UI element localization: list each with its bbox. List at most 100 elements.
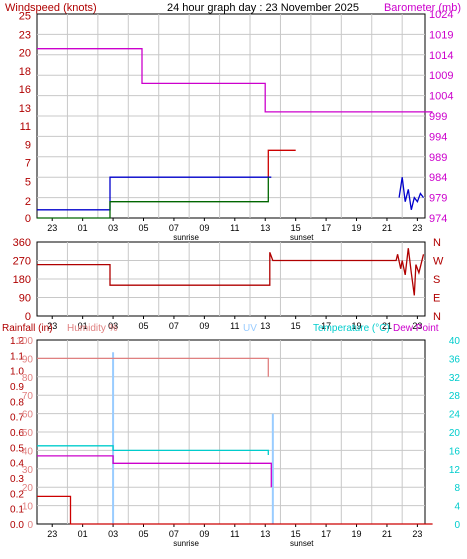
barometer-tick-label: 999 — [429, 111, 447, 123]
temperature-tick-label: 24 — [449, 410, 461, 421]
x-tick-label: 23 — [47, 321, 57, 331]
windspeed-tick-label: 20 — [19, 47, 31, 59]
barometer-tick-label: 979 — [429, 193, 447, 205]
barometer-tick-label: 974 — [429, 213, 447, 225]
rainfall-tick-label: 1.0 — [10, 367, 24, 378]
humidity-tick-label: 30 — [22, 465, 34, 476]
x-tick-label: 09 — [199, 529, 209, 539]
barometer-tick-label: 994 — [429, 131, 447, 143]
windspeed-tick-label: 16 — [19, 84, 31, 96]
temperature-tick-label: 4 — [454, 502, 460, 513]
rainfall-tick-label: 1.2 — [10, 336, 24, 347]
humidity-tick-label: 80 — [22, 373, 34, 384]
x-tick-label: 15 — [291, 321, 301, 331]
barometer-tick-label: 1014 — [429, 50, 453, 62]
x-tick-label: 21 — [382, 529, 392, 539]
x-tick-label: 23 — [412, 223, 422, 233]
x-tick-label: 23 — [47, 223, 57, 233]
temperature-tick-label: 36 — [449, 354, 461, 365]
barometer-tick-label: 1009 — [429, 70, 453, 82]
sunset-label: sunset — [290, 233, 314, 242]
windspeed-tick-label: 0 — [25, 213, 31, 225]
x-tick-label: 11 — [230, 223, 239, 233]
x-tick-label: 01 — [78, 223, 88, 233]
series-wind_blue — [37, 176, 272, 211]
direction-compass-label: W — [433, 256, 444, 268]
x-tick-label: 05 — [139, 223, 149, 233]
windspeed-tick-label: 18 — [19, 66, 31, 78]
barometer-tick-label: 989 — [429, 152, 447, 164]
temperature-tick-label: 20 — [449, 428, 461, 439]
windspeed-tick-label: 5 — [25, 176, 31, 188]
rainfall-tick-label: 0.2 — [10, 489, 24, 500]
x-tick-label: 01 — [78, 321, 88, 331]
windspeed-axis-title: Windspeed (knots) — [5, 2, 97, 14]
rainfall-tick-label: 0.8 — [10, 397, 24, 408]
direction-degree-label: 360 — [13, 237, 31, 249]
temperature-tick-label: 32 — [449, 373, 461, 384]
direction-degree-label: 180 — [13, 274, 31, 286]
direction-compass-label: S — [433, 274, 440, 286]
temperature-axis-title: Temperature (°C) — [313, 323, 390, 334]
barometer-axis-title: Barometer (mb) — [384, 2, 461, 14]
x-tick-label: 17 — [321, 321, 331, 331]
x-tick-label: 07 — [169, 321, 179, 331]
x-tick-label: 21 — [382, 223, 392, 233]
series-wind_gust — [267, 149, 296, 178]
temperature-tick-label: 8 — [454, 483, 460, 494]
series-barometer — [37, 48, 433, 113]
temperature-tick-label: 0 — [454, 520, 460, 531]
rainfall-tick-label: 0.6 — [10, 428, 24, 439]
barometer-tick-label: 1019 — [429, 29, 453, 41]
direction-degree-label: 0 — [25, 311, 31, 323]
windspeed-tick-label: 7 — [25, 158, 31, 170]
humidity-tick-label: 70 — [22, 391, 34, 402]
windspeed-tick-label: 25 — [19, 11, 31, 23]
x-tick-label: 13 — [260, 223, 270, 233]
graph-title: 24 hour graph day : 23 November 2025 — [167, 2, 359, 14]
windspeed-tick-label: 13 — [19, 103, 31, 115]
rainfall-tick-label: 0.0 — [10, 520, 24, 531]
humidity-tick-label: 90 — [22, 354, 34, 365]
rainfall-tick-label: 0.7 — [10, 413, 24, 424]
uv-axis-title: UV — [243, 323, 257, 334]
barometer-tick-label: 1024 — [429, 9, 453, 21]
windspeed-tick-label: 9 — [25, 140, 31, 152]
x-tick-label: 13 — [260, 321, 270, 331]
temperature-tick-label: 28 — [449, 391, 461, 402]
wind-barometer-panel: 23 01 03 05 07 09 11 13 15 17 19 21 2302579111316182… — [19, 9, 454, 242]
series-dew_point — [37, 455, 272, 488]
x-tick-label: 15 — [291, 529, 301, 539]
temperature-tick-label: 12 — [449, 465, 461, 476]
series-humidity — [37, 357, 269, 377]
x-tick-label: 07 — [169, 223, 179, 233]
x-tick-label: 11 — [230, 529, 239, 539]
rainfall-axis-title: Rainfall (in) — [2, 323, 53, 334]
windspeed-tick-label: 2 — [25, 196, 31, 208]
series-wind_avg — [37, 177, 269, 219]
x-tick-label: 23 — [412, 529, 422, 539]
humidity-tick-label: 40 — [22, 446, 34, 457]
series-wind-tail — [398, 177, 425, 210]
x-tick-label: 03 — [108, 321, 118, 331]
x-tick-label: 17 — [321, 529, 331, 539]
windspeed-tick-label: 23 — [19, 29, 31, 41]
direction-degree-label: 90 — [19, 293, 31, 305]
x-tick-label: 09 — [199, 321, 209, 331]
direction-compass-label: E — [433, 293, 440, 305]
series-rain — [37, 495, 433, 525]
rainfall-tick-label: 0.9 — [10, 382, 24, 393]
humidity-tick-label: 20 — [22, 483, 34, 494]
x-tick-label: 19 — [352, 529, 362, 539]
temperature-tick-label: 16 — [449, 446, 461, 457]
rainfall-tick-label: 1.1 — [10, 351, 24, 362]
rain-humidity-temperature-panel: 23 01 03 05 07 09 11 13 15 17 19 21 23 0.0 0.1 0.2 0.3 0.… — [10, 336, 460, 548]
sunrise-label: sunrise — [173, 539, 199, 548]
rainfall-tick-label: 0.5 — [10, 443, 24, 454]
series-wind_dir — [37, 248, 425, 296]
x-tick-label: 17 — [321, 223, 331, 233]
x-tick-label: 13 — [260, 529, 270, 539]
x-tick-label: 19 — [352, 321, 362, 331]
